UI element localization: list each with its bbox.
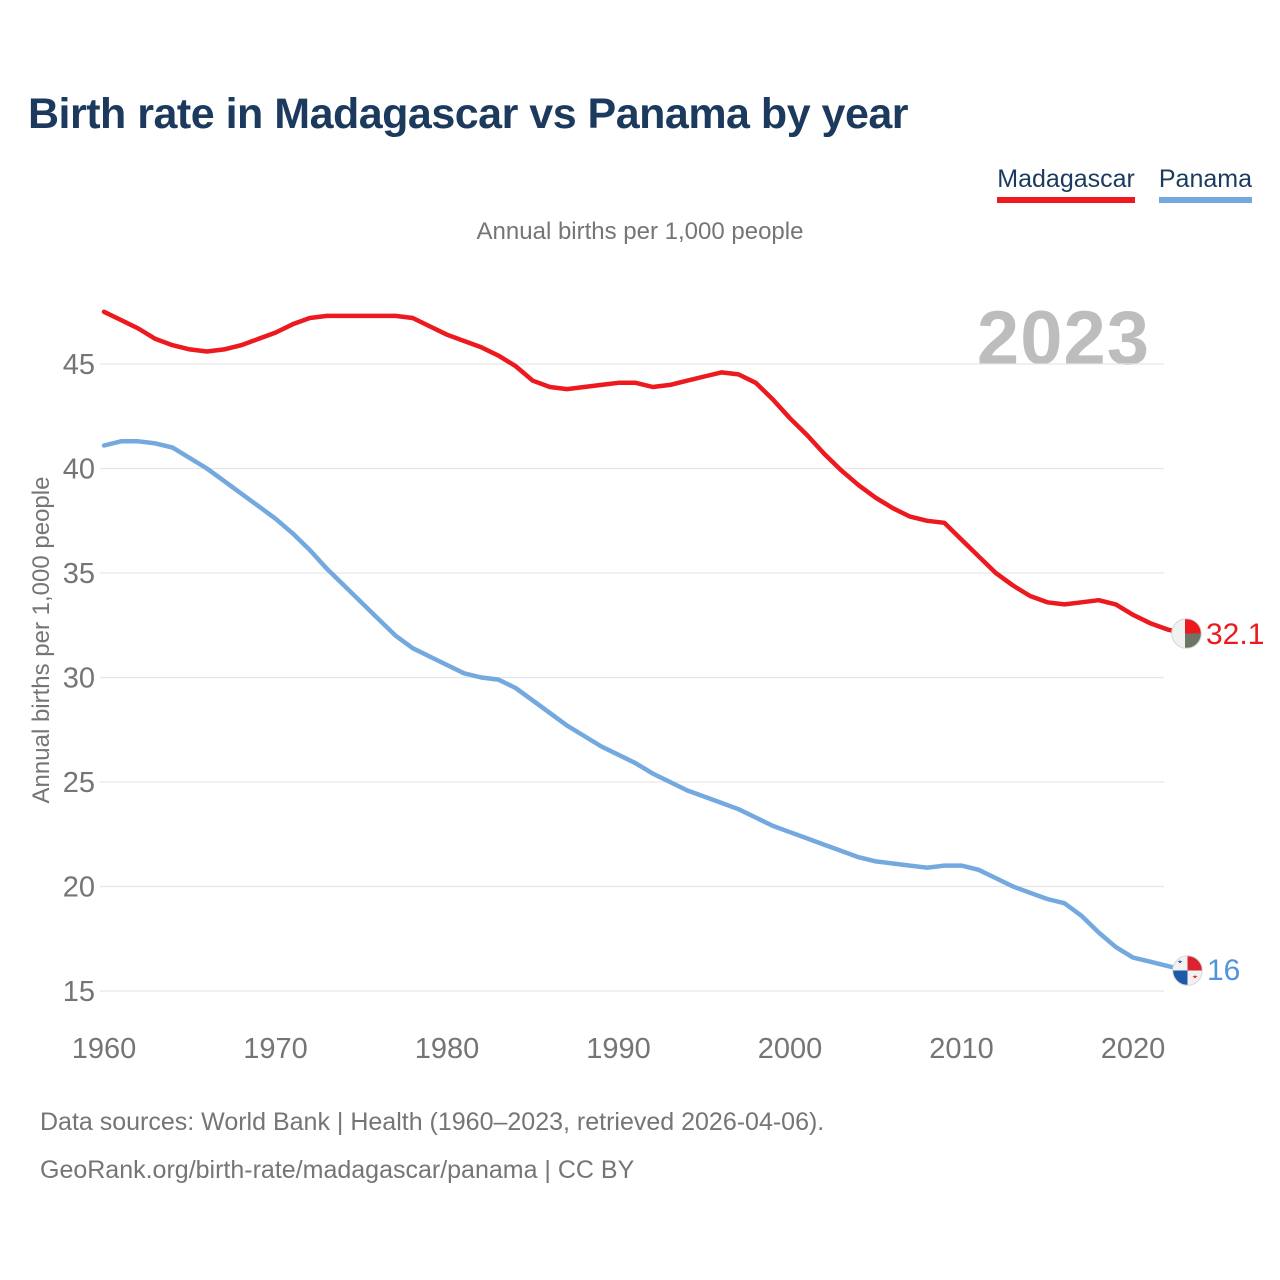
svg-text:1980: 1980 bbox=[415, 1033, 480, 1065]
legend: Madagascar Panama bbox=[997, 164, 1252, 203]
svg-text:2010: 2010 bbox=[929, 1033, 994, 1065]
legend-label-madagascar: Madagascar bbox=[997, 165, 1135, 193]
series-madagascar-line bbox=[101, 309, 1187, 636]
legend-underline-madagascar bbox=[997, 197, 1135, 203]
year-watermark: 2023 bbox=[976, 296, 1150, 381]
svg-text:25: 25 bbox=[63, 767, 95, 799]
x-tick-labels: 1960 1970 1980 1990 2000 2010 2020 bbox=[72, 1033, 1166, 1065]
svg-text:1960: 1960 bbox=[72, 1033, 137, 1065]
end-value-madagascar: 32.1 bbox=[1206, 618, 1265, 651]
legend-underline-panama bbox=[1158, 197, 1252, 203]
svg-text:1970: 1970 bbox=[243, 1033, 308, 1065]
svg-text:45: 45 bbox=[63, 349, 95, 381]
y-tick-labels: 15 20 25 30 35 40 45 bbox=[63, 349, 95, 1008]
svg-text:30: 30 bbox=[63, 662, 95, 694]
footer-attribution: GeoRank.org/birth-rate/madagascar/panama… bbox=[40, 1156, 635, 1184]
panama-flag-icon bbox=[1172, 955, 1203, 986]
svg-text:1990: 1990 bbox=[586, 1033, 651, 1065]
svg-text:2000: 2000 bbox=[758, 1033, 823, 1065]
footer-sources: Data sources: World Bank | Health (1960–… bbox=[40, 1108, 825, 1136]
madagascar-flag-icon bbox=[1171, 618, 1202, 649]
svg-text:35: 35 bbox=[63, 558, 95, 590]
svg-text:40: 40 bbox=[63, 453, 95, 485]
svg-text:2020: 2020 bbox=[1101, 1033, 1166, 1065]
legend-item-panama[interactable]: Panama bbox=[1158, 164, 1252, 203]
chart-subtitle: Annual births per 1,000 people bbox=[476, 218, 804, 245]
svg-text:20: 20 bbox=[63, 871, 95, 903]
legend-item-madagascar[interactable]: Madagascar bbox=[997, 164, 1135, 203]
page-title: Birth rate in Madagascar vs Panama by ye… bbox=[28, 90, 909, 138]
series-panama-line bbox=[101, 439, 1187, 973]
end-value-panama: 16 bbox=[1207, 954, 1241, 987]
gridlines bbox=[100, 363, 1164, 992]
legend-label-panama: Panama bbox=[1158, 165, 1252, 193]
svg-text:15: 15 bbox=[63, 976, 95, 1008]
